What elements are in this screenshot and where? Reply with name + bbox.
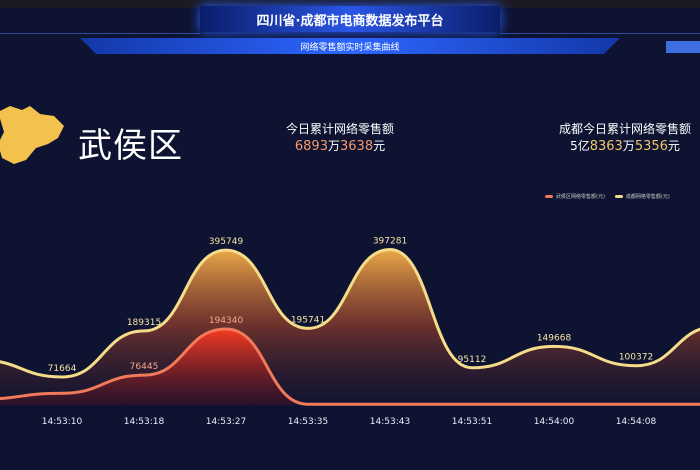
x-tick-label: 14:53:43 [370, 417, 410, 427]
data-label: 76445 [130, 362, 159, 372]
data-label: 195741 [291, 315, 325, 325]
data-label: 149668 [537, 333, 572, 343]
x-tick-label: 14:53:10 [42, 417, 83, 427]
stat-label: 成都今日累计网络零售额 [558, 122, 691, 136]
district-total: 今日累计网络零售额 6893万3638元 [270, 121, 410, 155]
chart-subtitle: 网络零售额实时采集曲线 [80, 38, 620, 54]
region-name: 武侯区 [78, 126, 183, 166]
data-label: 95112 [458, 355, 487, 365]
x-tick-label: 14:54:00 [534, 417, 575, 427]
corner-button[interactable] [666, 41, 700, 53]
divider [500, 33, 700, 34]
unit: 元 [667, 139, 680, 153]
unit: 5亿 [570, 139, 590, 153]
x-tick-label: 14:53:18 [124, 417, 165, 427]
data-label: 71664 [48, 364, 77, 374]
stat-value: 8363 [589, 139, 623, 154]
city-total: 成都今日累计网络零售额 5亿8363万5356元 [540, 121, 700, 155]
series-line [0, 248, 700, 379]
region-map-icon [0, 106, 64, 164]
x-tick-label: 14:53:35 [288, 417, 328, 427]
page-title: 四川省·成都市电商数据发布平台 [200, 6, 500, 32]
stat-value: 6893 [294, 139, 328, 154]
legend-label: 武侯区网络零售额(元) [556, 194, 605, 200]
x-tick-label: 14:54:08 [616, 417, 657, 427]
data-label: 397281 [373, 237, 407, 247]
screen-bezel [0, 0, 700, 8]
unit: 元 [373, 139, 386, 153]
legend-label: 成都网络零售额(元) [625, 194, 670, 200]
stat-value: 3638 [340, 139, 374, 154]
divider [0, 33, 200, 34]
stat-value: 5356 [634, 139, 668, 154]
x-tick-label: 14:53:27 [206, 417, 246, 427]
stat-label: 今日累计网络零售额 [285, 122, 394, 136]
data-label: 189315 [127, 318, 161, 328]
chart-legend: 武侯区网络零售额(元) 成都网络零售额(元) [545, 193, 670, 200]
series-line [0, 327, 700, 406]
series-area [0, 328, 700, 405]
x-tick-label: 14:53:51 [452, 417, 492, 427]
legend-item[interactable]: 武侯区网络零售额(元) [545, 193, 605, 200]
unit: 万 [327, 139, 340, 153]
unit: 万 [622, 139, 635, 153]
legend-item[interactable]: 成都网络零售额(元) [614, 193, 670, 200]
data-label: 100372 [619, 353, 653, 363]
data-label: 395749 [209, 237, 244, 247]
data-label: 194340 [209, 316, 244, 326]
